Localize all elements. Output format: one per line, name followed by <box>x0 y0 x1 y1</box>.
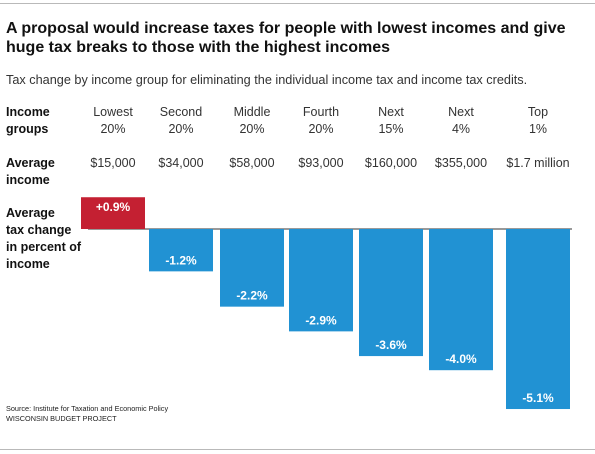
category-label-line: 20% <box>100 122 126 136</box>
top-rule <box>0 3 595 4</box>
category-label-line: Next <box>378 105 404 119</box>
category-label-line: Second <box>159 105 203 119</box>
category-label-line: Middle <box>233 105 271 119</box>
average-income-value: $34,000 <box>158 156 204 170</box>
average-income-value: $355,000 <box>434 156 488 170</box>
bar <box>359 229 423 357</box>
chart-title: A proposal would increase taxes for peop… <box>6 20 566 56</box>
bar <box>220 229 284 307</box>
bar-value-label: -4.0% <box>445 352 477 366</box>
category-label-line: Lowest <box>93 105 133 119</box>
average-income-value: $58,000 <box>229 156 275 170</box>
category-label: Middle 20% <box>212 104 292 138</box>
category-label-line: 15% <box>378 122 404 136</box>
row-label-income-groups: Income groups <box>6 105 50 136</box>
bar <box>81 197 145 229</box>
chart-subtitle: Tax change by income group for eliminati… <box>6 73 528 87</box>
bar-value-label: -3.6% <box>375 338 407 352</box>
category-label-line: Next <box>448 105 474 119</box>
category-label-line: Top <box>527 105 549 119</box>
category-label-line: Fourth <box>302 105 340 119</box>
publisher-line: WISCONSIN BUDGET PROJECT <box>6 414 117 423</box>
category-label-line: 20% <box>308 122 334 136</box>
bar-value-label: -5.1% <box>522 391 554 405</box>
category-label-line: 4% <box>451 122 471 136</box>
bottom-rule <box>0 449 595 450</box>
category-label: Top 1% <box>498 104 578 138</box>
category-label-line: 1% <box>528 122 548 136</box>
category-label: Lowest 20% <box>73 104 153 138</box>
bar-value-label: -1.2% <box>165 253 197 267</box>
category-label-line: 20% <box>239 122 265 136</box>
category-label-line: 20% <box>168 122 194 136</box>
bar-value-label: +0.9% <box>96 200 131 214</box>
bar <box>506 229 570 410</box>
bar <box>289 229 353 332</box>
average-income-value: $93,000 <box>298 156 344 170</box>
category-label: Fourth 20% <box>281 104 361 138</box>
bar-value-label: -2.2% <box>236 289 268 303</box>
category-label: Next 15% <box>351 104 431 138</box>
category-label: Next 4% <box>421 104 501 138</box>
average-income-value: $160,000 <box>364 156 418 170</box>
bar-value-label: -2.9% <box>305 313 337 327</box>
source-line: Source: Institute for Taxation and Econo… <box>6 404 169 413</box>
bar <box>149 229 213 272</box>
row-label-tax-change: Average tax change in percent of income <box>6 206 82 271</box>
average-income-value: $1.7 million <box>506 156 570 170</box>
source-note: Source: Institute for Taxation and Econo… <box>6 404 168 424</box>
bar <box>429 229 493 371</box>
category-label: Second 20% <box>141 104 221 138</box>
row-label-average-income: Average income <box>6 156 55 187</box>
average-income-value: $15,000 <box>90 156 136 170</box>
